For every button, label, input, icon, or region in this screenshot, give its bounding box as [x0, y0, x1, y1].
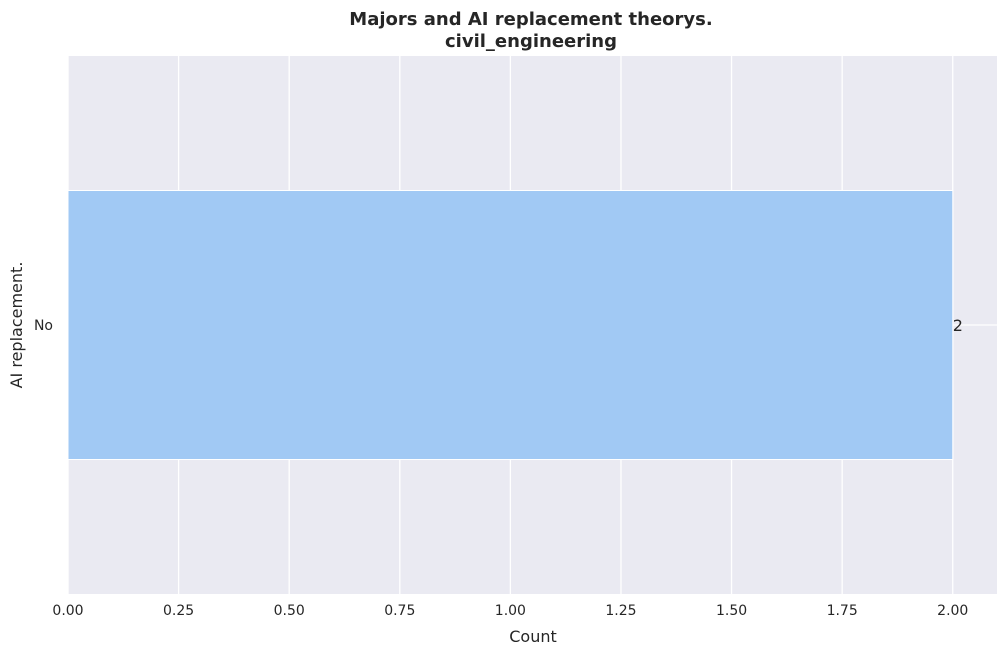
chart-title: Majors and AI replacement theorys.	[349, 9, 712, 30]
x-tick-label: 1.75	[827, 603, 858, 619]
bar	[67, 190, 954, 460]
x-tick-label: 0.00	[52, 603, 83, 619]
x-tick-label: 1.25	[605, 603, 636, 619]
chart-subtitle: civil_engineering	[445, 31, 617, 52]
x-tick-label: 1.50	[716, 603, 747, 619]
y-axis-ticks: No	[34, 318, 53, 334]
data-labels: 2	[953, 316, 963, 335]
x-tick-label: 0.50	[274, 603, 305, 619]
x-tick-label: 2.00	[937, 603, 968, 619]
x-tick-label: 0.75	[384, 603, 415, 619]
x-axis-label: Count	[509, 627, 557, 646]
x-tick-label: 1.00	[495, 603, 526, 619]
x-tick-label: 0.25	[163, 603, 194, 619]
y-axis-label: AI replacement.	[7, 262, 26, 389]
bar-value-label: 2	[953, 316, 963, 335]
bars	[67, 190, 954, 460]
y-tick-label: No	[34, 318, 53, 334]
x-axis-ticks: 0.00 0.25 0.50 0.75 1.00 1.25 1.50 1.75 2.00	[52, 603, 968, 619]
